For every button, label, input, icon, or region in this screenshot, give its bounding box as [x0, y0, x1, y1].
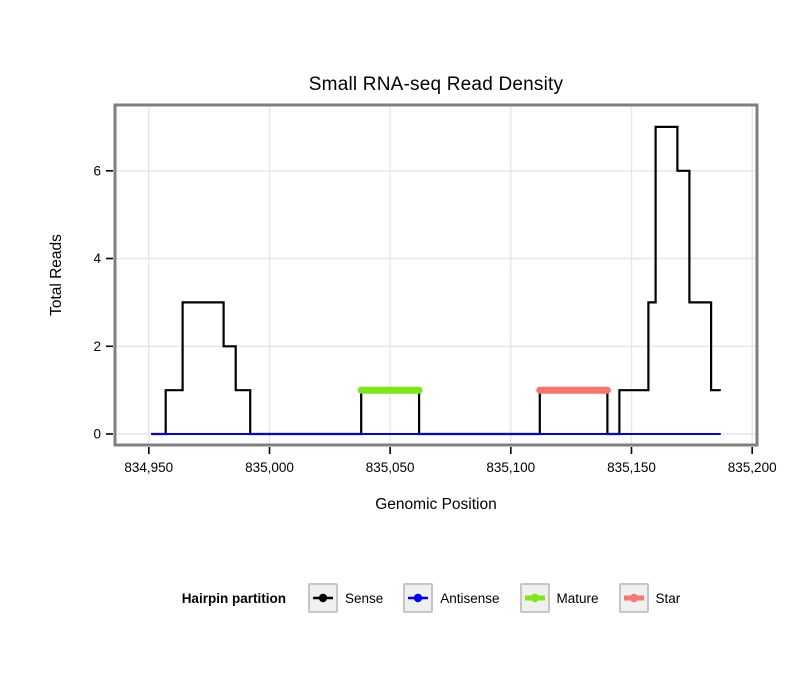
legend-key-dot — [629, 593, 638, 603]
legend-key-antisense-icon — [403, 583, 434, 613]
legend-label-mature: Mature — [556, 590, 599, 606]
legend-label-star: Star — [655, 590, 681, 606]
legend-key-star-icon — [618, 583, 649, 613]
legend-label-antisense: Antisense — [440, 590, 500, 606]
panel-background — [115, 105, 757, 445]
chart-title: Small RNA-seq Read Density — [308, 74, 564, 95]
legend-item-antisense: Antisense — [403, 583, 500, 613]
legend-item-star: Star — [618, 583, 681, 613]
legend-key-dot — [530, 593, 539, 603]
legend-key-sense-icon — [307, 583, 338, 613]
legend: Hairpin partition Sense Antisense Mature… — [52, 583, 810, 613]
legend-item-mature: Mature — [519, 583, 599, 613]
x-tick-label: 835,050 — [366, 460, 415, 475]
x-tick-label: 835,100 — [486, 460, 535, 475]
y-tick-label: 4 — [93, 251, 101, 266]
legend-item-sense: Sense — [307, 583, 384, 613]
x-tick-label: 835,150 — [607, 460, 656, 475]
legend-key-dot — [318, 593, 328, 603]
plot-panel: 834,950 835,000 835,050 835,100 835,150 835,2… — [93, 103, 777, 475]
legend-title: Hairpin partition — [181, 590, 286, 606]
series-sense-line — [151, 125, 721, 436]
legend-label-sense: Sense — [344, 590, 384, 606]
x-axis-label: Genomic Position — [375, 496, 497, 513]
legend-key-mature-icon — [519, 583, 550, 613]
y-tick-label: 0 — [93, 427, 101, 442]
x-tick-label: 835,000 — [245, 460, 294, 475]
y-tick-label: 2 — [93, 339, 101, 354]
legend-key-dot — [414, 593, 423, 603]
panel-border — [113, 103, 759, 447]
x-tick-label: 834,950 — [124, 460, 173, 475]
x-tick-label: 835,200 — [728, 460, 777, 475]
y-tick-label: 6 — [93, 163, 101, 178]
